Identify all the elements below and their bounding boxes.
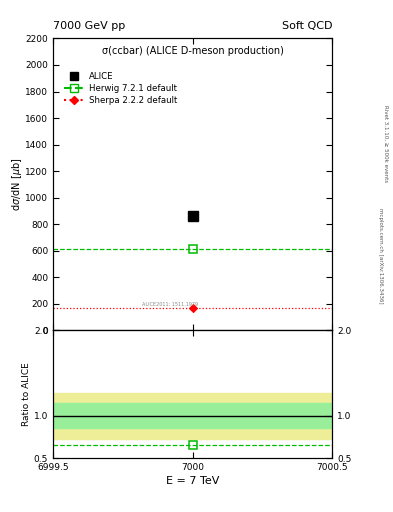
Y-axis label: d$\sigma$/dN [$\mu$b]: d$\sigma$/dN [$\mu$b] bbox=[10, 158, 24, 211]
Bar bbox=[53, 393, 332, 439]
Text: σ(ccbar) (ALICE D-meson production): σ(ccbar) (ALICE D-meson production) bbox=[102, 46, 283, 56]
X-axis label: E = 7 TeV: E = 7 TeV bbox=[166, 476, 219, 486]
Bar bbox=[53, 403, 332, 429]
Text: mcplots.cern.ch [arXiv:1306.3436]: mcplots.cern.ch [arXiv:1306.3436] bbox=[378, 208, 383, 304]
Text: Soft QCD: Soft QCD bbox=[282, 20, 332, 31]
Text: 7000 GeV pp: 7000 GeV pp bbox=[53, 20, 125, 31]
Legend: ALICE, Herwig 7.2.1 default, Sherpa 2.2.2 default: ALICE, Herwig 7.2.1 default, Sherpa 2.2.… bbox=[60, 69, 180, 108]
Text: ALICE2011: 1511.1979: ALICE2011: 1511.1979 bbox=[142, 302, 198, 307]
Y-axis label: Ratio to ALICE: Ratio to ALICE bbox=[22, 362, 31, 426]
Text: Rivet 3.1.10, ≥ 500k events: Rivet 3.1.10, ≥ 500k events bbox=[384, 105, 388, 182]
